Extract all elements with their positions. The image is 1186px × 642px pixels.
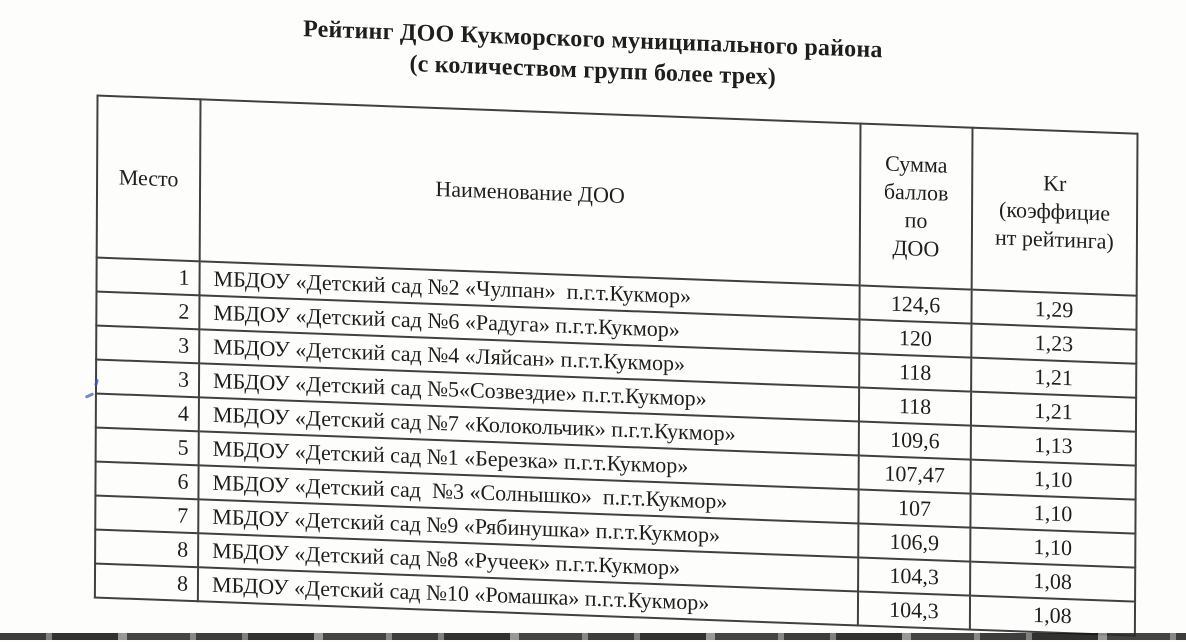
place-cell: 8 — [95, 529, 199, 568]
place-cell: 3 — [96, 325, 200, 364]
place-cell: 4 — [95, 393, 199, 432]
header-place: Место — [96, 95, 201, 262]
score-cell: 109,6 — [858, 421, 971, 460]
place-cell: 7 — [95, 495, 199, 534]
score-cell: 124,6 — [859, 285, 972, 324]
score-cell: 104,3 — [858, 557, 971, 596]
place-cell: 2 — [96, 291, 200, 330]
header-name: Наименование ДОО — [199, 99, 861, 286]
rating-table: Место Наименование ДОО Сумма баллов по Д… — [94, 95, 1139, 637]
header-score-line: по — [904, 207, 928, 234]
score-cell: 106,9 — [858, 523, 971, 562]
header-kr-line: нт рейтинга) — [995, 224, 1114, 254]
header-score: Сумма баллов по ДОО — [859, 123, 973, 290]
score-cell: 118 — [859, 353, 972, 392]
place-cell: 5 — [95, 427, 199, 466]
kr-cell: 1,08 — [969, 595, 1136, 636]
scanner-artifact-band — [0, 633, 1186, 640]
header-score-line: баллов — [883, 178, 949, 206]
score-cell: 120 — [859, 319, 972, 358]
score-cell: 107,47 — [858, 455, 971, 494]
place-cell: 1 — [96, 257, 200, 296]
header-kr: Kr (коэффицие нт рейтинга) — [971, 127, 1138, 296]
place-cell: 3 — [95, 359, 200, 398]
header-score-line: Сумма — [885, 150, 948, 178]
score-cell: 104,3 — [857, 591, 971, 630]
place-cell: 8 — [94, 563, 199, 602]
header-score-line: ДОО — [892, 234, 940, 262]
place-cell: 6 — [95, 461, 199, 500]
table-body: 1 МБДОУ «Детский сад №2 «Чулпан» п.г.т.Ку… — [94, 257, 1137, 636]
score-cell: 107 — [858, 489, 971, 528]
document-title: Рейтинг ДОО Кукморского муниципального р… — [0, 3, 1186, 108]
score-cell: 118 — [858, 387, 972, 426]
